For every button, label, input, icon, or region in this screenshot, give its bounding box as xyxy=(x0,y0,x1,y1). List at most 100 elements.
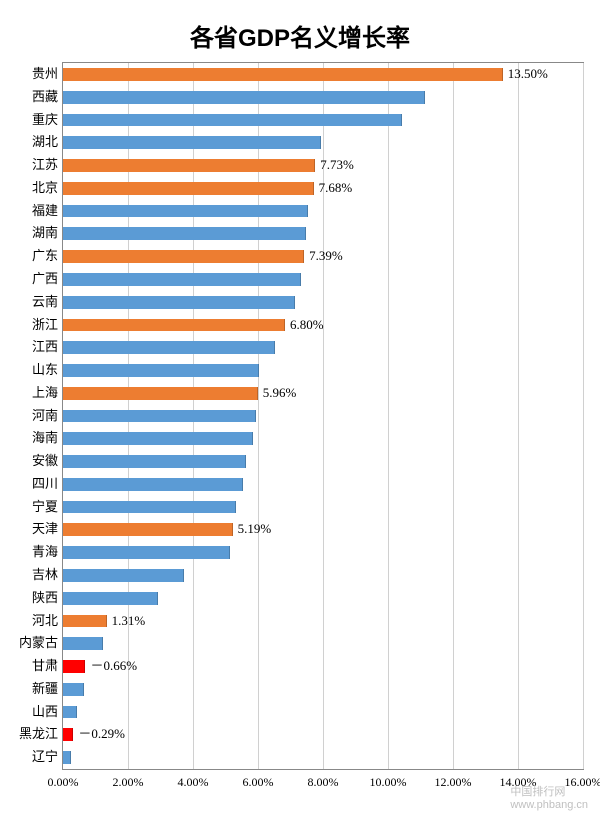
category-label: 西藏 xyxy=(3,86,58,109)
category-label: 江西 xyxy=(3,336,58,359)
bar xyxy=(63,364,259,377)
bar xyxy=(63,410,256,423)
category-label: 黑龙江 xyxy=(3,723,58,746)
category-label: 四川 xyxy=(3,473,58,496)
category-label: 福建 xyxy=(3,200,58,223)
category-label: 广东 xyxy=(3,245,58,268)
x-tick-label: 4.00% xyxy=(178,775,209,790)
bar xyxy=(63,569,184,582)
plot-area: 0.00%2.00%4.00%6.00%8.00%10.00%12.00%14.… xyxy=(62,62,584,770)
watermark: 中国排行网 www.phbang.cn xyxy=(510,783,588,811)
category-label: 安徽 xyxy=(3,450,58,473)
category-label: 青海 xyxy=(3,541,58,564)
category-label: 贵州 xyxy=(3,63,58,86)
bar xyxy=(63,751,71,764)
bar-row: 山东 xyxy=(63,359,583,382)
bar xyxy=(63,432,253,445)
bar-row: 内蒙古 xyxy=(63,632,583,655)
category-label: 宁夏 xyxy=(3,496,58,519)
bar-row: 浙江6.80% xyxy=(63,314,583,337)
bar-row: 四川 xyxy=(63,473,583,496)
bar xyxy=(63,68,503,81)
bar xyxy=(63,91,425,104)
bar-row: 新疆 xyxy=(63,678,583,701)
x-tick-label: 10.00% xyxy=(370,775,407,790)
category-label: 吉林 xyxy=(3,564,58,587)
bar-row: 吉林 xyxy=(63,564,583,587)
x-tick-label: 8.00% xyxy=(308,775,339,790)
bar-row: 青海 xyxy=(63,541,583,564)
value-label: 5.19% xyxy=(238,518,272,541)
category-label: 河北 xyxy=(3,610,58,633)
bar-row: 安徽 xyxy=(63,450,583,473)
bar-row: 河南 xyxy=(63,405,583,428)
bar-row: 重庆 xyxy=(63,109,583,132)
category-label: 甘肃 xyxy=(3,655,58,678)
bar xyxy=(63,319,285,332)
category-label: 海南 xyxy=(3,427,58,450)
x-tick-label: 2.00% xyxy=(113,775,144,790)
bar-row: 广东7.39% xyxy=(63,245,583,268)
bar xyxy=(63,387,258,400)
bar xyxy=(63,296,295,309)
bar-row: 贵州13.50% xyxy=(63,63,583,86)
bar-row: 云南 xyxy=(63,291,583,314)
bar-row: 江西 xyxy=(63,336,583,359)
bar xyxy=(63,227,306,240)
category-label: 江苏 xyxy=(3,154,58,177)
bar xyxy=(63,182,314,195)
category-label: 内蒙古 xyxy=(3,632,58,655)
bar xyxy=(63,615,107,628)
value-label: 5.96% xyxy=(263,382,297,405)
bar xyxy=(63,683,84,696)
bar-row: 宁夏 xyxy=(63,496,583,519)
category-label: 北京 xyxy=(3,177,58,200)
bar-row: 辽宁 xyxy=(63,746,583,769)
chart-title: 各省GDP名义增长率 xyxy=(0,18,600,53)
x-tick-label: 12.00% xyxy=(435,775,472,790)
bar-row: 西藏 xyxy=(63,86,583,109)
bar xyxy=(63,478,243,491)
value-label: 7.39% xyxy=(309,245,343,268)
watermark-line1: 中国排行网 xyxy=(510,786,565,798)
category-label: 河南 xyxy=(3,405,58,428)
value-label: 13.50% xyxy=(508,63,548,86)
category-label: 湖北 xyxy=(3,131,58,154)
value-label: －0.29% xyxy=(78,723,125,746)
category-label: 上海 xyxy=(3,382,58,405)
bar-row: 陕西 xyxy=(63,587,583,610)
bar xyxy=(63,205,308,218)
bar xyxy=(63,660,85,673)
bar-row: 海南 xyxy=(63,427,583,450)
bar xyxy=(63,250,304,263)
value-label: －0.66% xyxy=(90,655,137,678)
category-label: 湖南 xyxy=(3,222,58,245)
chart-container: 各省GDP名义增长率 0.00%2.00%4.00%6.00%8.00%10.0… xyxy=(0,0,600,819)
bar xyxy=(63,523,233,536)
category-label: 浙江 xyxy=(3,314,58,337)
watermark-line2: www.phbang.cn xyxy=(510,799,588,811)
gridline xyxy=(583,63,584,769)
bar xyxy=(63,273,301,286)
bar-row: 山西 xyxy=(63,701,583,724)
bar xyxy=(63,728,73,741)
bar xyxy=(63,136,321,149)
bar xyxy=(63,501,236,514)
bar-row: 上海5.96% xyxy=(63,382,583,405)
bar xyxy=(63,341,275,354)
bar xyxy=(63,114,402,127)
bar xyxy=(63,592,158,605)
bar-row: 天津5.19% xyxy=(63,518,583,541)
bar xyxy=(63,546,230,559)
bar-row: 湖南 xyxy=(63,222,583,245)
bar-row: 广西 xyxy=(63,268,583,291)
category-label: 天津 xyxy=(3,518,58,541)
category-label: 广西 xyxy=(3,268,58,291)
category-label: 重庆 xyxy=(3,109,58,132)
bar-row: 湖北 xyxy=(63,131,583,154)
category-label: 山西 xyxy=(3,701,58,724)
value-label: 7.68% xyxy=(319,177,353,200)
category-label: 云南 xyxy=(3,291,58,314)
bar xyxy=(63,159,315,172)
bar-row: 福建 xyxy=(63,200,583,223)
